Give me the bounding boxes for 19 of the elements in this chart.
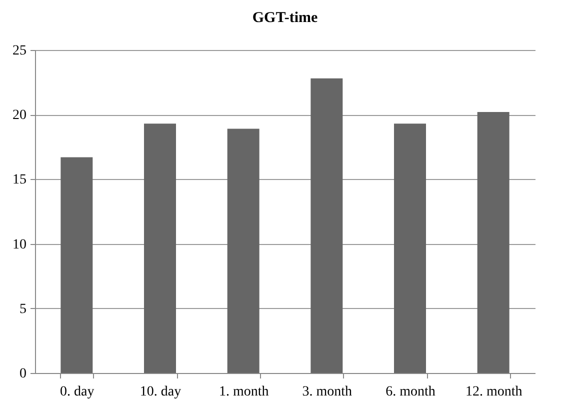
bar <box>60 157 93 373</box>
y-tick-label: 15 <box>12 172 26 188</box>
x-tick-label: 1. month <box>218 384 269 400</box>
y-tick-label: 20 <box>12 108 26 124</box>
x-tick-label: 12. month <box>465 384 522 400</box>
bar <box>227 128 260 373</box>
x-tick-label: 0. day <box>60 384 94 400</box>
bar <box>394 124 426 373</box>
y-tick-label: 0 <box>20 366 26 382</box>
bar <box>477 112 510 373</box>
y-tick-label: 25 <box>12 44 26 58</box>
x-tick-label: 6. month <box>386 384 436 400</box>
x-tick-label: 10. day <box>140 384 182 400</box>
chart-title: GGT-time <box>252 10 318 26</box>
y-tick-label: 10 <box>12 237 26 252</box>
x-tick-label: 3. month <box>302 384 352 400</box>
y-tick-label: 5 <box>20 302 26 317</box>
bar <box>310 78 343 373</box>
bar <box>144 124 176 373</box>
